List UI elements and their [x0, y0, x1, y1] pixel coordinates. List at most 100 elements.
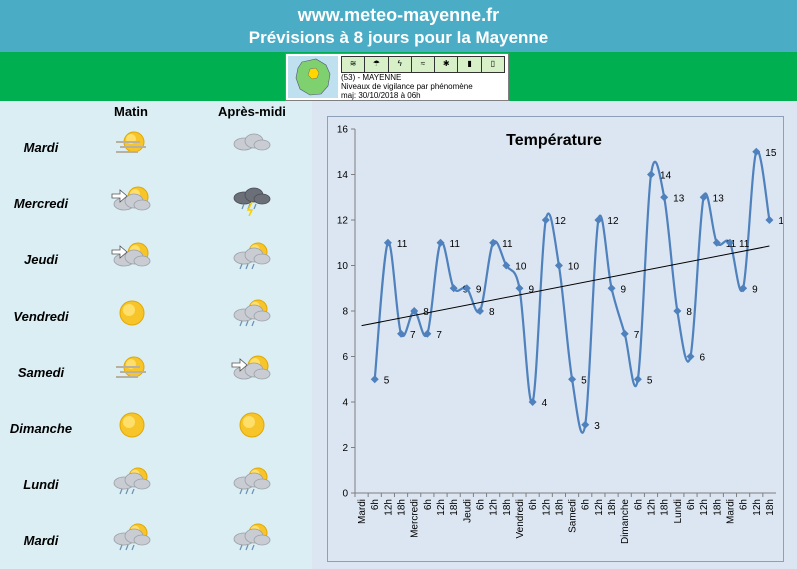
x-tick-label: 6h [739, 499, 750, 510]
y-tick-label: 0 [342, 489, 348, 500]
day-label: Mardi [23, 533, 59, 548]
sun-cloud-rain-icon [230, 521, 274, 553]
wind-icon: ≋ [342, 57, 366, 72]
day-label: Jeudi [24, 252, 58, 267]
x-tick-label: Samedi [568, 499, 579, 533]
forecast-table: Matin Après-midi Mardi Mercredi Jeudi Vendr… [0, 101, 312, 569]
col-apresmidi: Après-midi [218, 104, 286, 119]
vigilance-icons: ≋ ☂ ϟ ≈ ✱ ▮ ▯ [341, 56, 505, 73]
data-label: 9 [752, 284, 758, 295]
data-label: 13 [673, 193, 685, 204]
data-point [686, 352, 695, 361]
data-point [423, 329, 432, 338]
x-tick-label: 12h [699, 499, 710, 516]
x-tick-label: 12h [383, 499, 394, 516]
data-label: 11 [739, 239, 750, 250]
day-label: Mercredi [13, 196, 69, 211]
cloud-icon [230, 128, 274, 160]
day-label: Dimanche [9, 421, 73, 436]
y-tick-label: 6 [342, 352, 348, 363]
data-label: 13 [713, 193, 725, 204]
x-tick-label: 18h [660, 499, 671, 516]
data-label: 8 [489, 307, 495, 318]
data-point [370, 375, 379, 384]
data-point [397, 329, 406, 338]
sun-icon [230, 409, 274, 441]
data-label: 12 [555, 216, 567, 227]
header: www.meteo-mayenne.fr Prévisions à 8 jour… [0, 0, 797, 52]
data-label: 7 [410, 330, 416, 341]
x-tick-label: 6h [475, 499, 486, 510]
x-tick-label: 18h [554, 499, 565, 516]
x-tick-label: Mercredi [410, 499, 421, 538]
data-label: 4 [542, 398, 548, 409]
data-label: 6 [699, 353, 705, 364]
data-point [528, 398, 537, 406]
sun-fog-icon [110, 353, 154, 385]
chart-title: Température [506, 132, 602, 149]
data-label: 12 [778, 216, 783, 227]
x-tick-label: 12h [489, 499, 500, 516]
data-point [673, 307, 682, 315]
vigilance-caption: Niveaux de vigilance par phénomène [341, 82, 473, 91]
x-tick-label: 18h [502, 499, 513, 516]
data-point [594, 216, 603, 224]
cold-icon: ▯ [490, 59, 496, 68]
data-point [502, 261, 511, 270]
vigilance-update: maj: 30/10/2018 à 06h [341, 91, 421, 100]
sun-cloud-rain-icon [110, 465, 154, 497]
x-tick-label: 18h [449, 499, 460, 516]
x-tick-label: 6h [528, 499, 539, 510]
page-subtitle: Prévisions à 8 jours pour la Mayenne [248, 28, 549, 47]
day-label: Vendredi [13, 309, 69, 324]
heat-icon: ▮ [458, 57, 482, 72]
sun-cloud-rain-icon [230, 240, 274, 272]
day-label: Samedi [17, 365, 65, 380]
site-title[interactable]: www.meteo-mayenne.fr [297, 5, 500, 25]
data-label: 12 [607, 216, 619, 227]
rain-icon: ☂ [365, 57, 389, 72]
data-label: 11 [502, 239, 513, 250]
data-point [607, 284, 616, 293]
data-point [712, 238, 721, 247]
vigilance-box[interactable]: ≋ ☂ ϟ ≈ ✱ ▮ ▯ (53) - MAYENNE Niveaux de vigila… [285, 53, 509, 101]
x-tick-label: 6h [370, 499, 381, 510]
y-tick-label: 10 [337, 261, 349, 272]
data-point [449, 284, 458, 293]
data-label: 9 [528, 284, 534, 295]
data-label: 9 [621, 284, 627, 295]
data-point [436, 238, 445, 247]
flood-icon: ≈ [412, 57, 436, 72]
y-tick-label: 12 [337, 216, 349, 227]
data-point [515, 284, 524, 293]
x-tick-label: Lundi [673, 499, 684, 523]
data-label: 7 [436, 330, 442, 341]
data-label: 10 [568, 262, 580, 273]
data-label: 8 [423, 307, 429, 318]
data-point [752, 147, 761, 156]
data-label: 14 [660, 171, 672, 182]
data-point [410, 307, 419, 315]
sun-fog-icon [110, 128, 154, 160]
data-label: 5 [581, 375, 587, 386]
col-matin: Matin [114, 104, 148, 119]
data-point [620, 329, 629, 338]
sun-icon [110, 297, 154, 329]
data-point [739, 284, 748, 293]
y-tick-label: 14 [337, 170, 349, 181]
x-tick-label: 6h [686, 499, 697, 510]
x-tick-label: 6h [633, 499, 644, 510]
sun-cloud-rain-icon [230, 465, 274, 497]
data-point [541, 216, 550, 224]
temperature-chart: Température 0 2 4 6 8 10 12 14 16 Mardi 6h 12h 18h Me… [327, 116, 790, 562]
day-label: Mardi [23, 140, 59, 155]
y-tick-label: 8 [342, 307, 348, 318]
data-point [660, 193, 669, 202]
france-map-icon [288, 56, 338, 98]
y-tick-label: 2 [342, 443, 348, 454]
data-point [568, 375, 577, 384]
data-label: 5 [647, 375, 653, 386]
data-label: 11 [450, 239, 461, 250]
series-line [373, 149, 771, 434]
data-point [765, 216, 774, 224]
